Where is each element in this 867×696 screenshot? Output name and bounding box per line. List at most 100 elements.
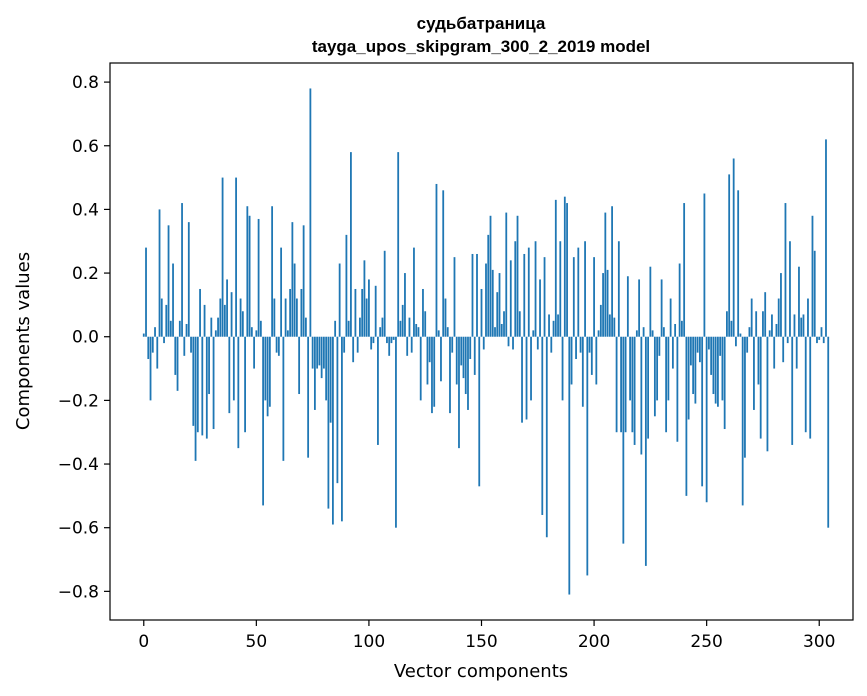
bar-119 bbox=[410, 336, 413, 353]
bar-137 bbox=[451, 336, 454, 353]
bar-165 bbox=[514, 241, 517, 337]
bar-57 bbox=[271, 206, 274, 337]
bar-91 bbox=[347, 320, 350, 337]
bar-201 bbox=[595, 336, 598, 385]
bar-204 bbox=[602, 273, 604, 337]
bar-75 bbox=[311, 336, 314, 369]
bar-64 bbox=[286, 330, 289, 337]
bar-128 bbox=[431, 336, 433, 414]
bar-227 bbox=[653, 336, 656, 417]
bar-16 bbox=[178, 320, 181, 337]
bar-12 bbox=[169, 320, 172, 337]
bar-225 bbox=[649, 266, 652, 337]
bar-266 bbox=[741, 336, 744, 506]
bar-178 bbox=[543, 257, 546, 337]
bar-294 bbox=[804, 336, 807, 433]
bar-89 bbox=[343, 336, 346, 353]
bar-17 bbox=[181, 203, 183, 337]
bar-235 bbox=[671, 336, 674, 369]
bar-155 bbox=[491, 269, 494, 337]
bar-253 bbox=[712, 336, 715, 395]
bar-273 bbox=[757, 336, 760, 385]
bar-228 bbox=[656, 336, 659, 401]
bar-107 bbox=[383, 250, 386, 337]
bar-207 bbox=[608, 314, 611, 337]
bar-202 bbox=[597, 330, 600, 337]
bar-216 bbox=[629, 336, 631, 401]
bar-24 bbox=[196, 336, 199, 433]
bar-22 bbox=[192, 336, 195, 426]
bar-94 bbox=[354, 288, 357, 337]
y-tick-label: −0.2 bbox=[58, 391, 99, 411]
bar-196 bbox=[584, 241, 586, 337]
bars-group bbox=[142, 88, 830, 595]
bar-186 bbox=[561, 336, 564, 401]
bar-31 bbox=[212, 336, 215, 430]
bar-10 bbox=[165, 304, 168, 337]
bar-176 bbox=[539, 279, 541, 337]
bar-284 bbox=[782, 336, 785, 363]
bar-170 bbox=[525, 336, 528, 420]
bar-27 bbox=[203, 304, 206, 337]
y-axis-label: Components values bbox=[13, 252, 34, 430]
bar-271 bbox=[753, 336, 755, 410]
bar-33 bbox=[217, 317, 219, 337]
bar-255 bbox=[717, 336, 719, 407]
bar-48 bbox=[250, 327, 253, 337]
y-tick-label: 0.2 bbox=[72, 264, 99, 284]
bar-302 bbox=[822, 336, 825, 344]
bar-279 bbox=[771, 314, 773, 337]
bar-108 bbox=[386, 336, 388, 344]
bar-209 bbox=[613, 317, 616, 337]
bar-50 bbox=[255, 330, 258, 337]
bar-217 bbox=[631, 336, 634, 433]
bar-126 bbox=[426, 336, 429, 385]
bar-220 bbox=[638, 279, 641, 337]
bar-59 bbox=[275, 336, 278, 353]
bar-134 bbox=[444, 298, 447, 337]
bar-139 bbox=[455, 336, 458, 385]
bar-43 bbox=[239, 298, 242, 337]
x-axis-label: Vector components bbox=[394, 661, 568, 682]
bar-265 bbox=[739, 333, 742, 337]
bar-267 bbox=[744, 336, 746, 458]
bar-36 bbox=[223, 304, 226, 337]
bar-159 bbox=[500, 323, 503, 337]
bar-121 bbox=[415, 323, 418, 337]
bar-98 bbox=[363, 260, 366, 337]
bar-80 bbox=[322, 336, 325, 369]
bar-90 bbox=[345, 234, 348, 337]
bar-30 bbox=[210, 317, 213, 337]
bar-285 bbox=[784, 203, 787, 337]
y-tick-label: 0.0 bbox=[72, 328, 99, 348]
bar-116 bbox=[404, 273, 406, 337]
bar-18 bbox=[183, 336, 186, 356]
bar-21 bbox=[190, 336, 192, 353]
bar-162 bbox=[507, 336, 510, 347]
bar-195 bbox=[581, 336, 584, 407]
bar-180 bbox=[548, 314, 550, 337]
bar-47 bbox=[248, 215, 251, 337]
bar-240 bbox=[683, 203, 686, 337]
bar-38 bbox=[228, 336, 231, 414]
bar-210 bbox=[615, 336, 618, 433]
bar-110 bbox=[390, 336, 393, 344]
y-axis-ticks: −0.8 −0.6 −0.4 −0.2 0.0 0.2 0.4 0.6 0.8 bbox=[58, 73, 110, 602]
x-tick-label: 200 bbox=[578, 632, 610, 652]
bar-239 bbox=[680, 320, 683, 337]
bar-8 bbox=[160, 298, 163, 337]
bar-87 bbox=[338, 263, 341, 337]
bar-4 bbox=[151, 336, 154, 353]
bar-251 bbox=[708, 336, 710, 350]
bar-37 bbox=[226, 279, 228, 337]
bar-138 bbox=[453, 257, 456, 337]
x-tick-label: 250 bbox=[690, 632, 722, 652]
bar-7 bbox=[158, 209, 161, 337]
bar-66 bbox=[291, 222, 294, 337]
bar-168 bbox=[521, 336, 523, 423]
bar-236 bbox=[674, 323, 677, 337]
bar-136 bbox=[449, 336, 451, 414]
bar-41 bbox=[235, 177, 237, 337]
bar-290 bbox=[795, 336, 798, 369]
bar-32 bbox=[214, 330, 217, 337]
